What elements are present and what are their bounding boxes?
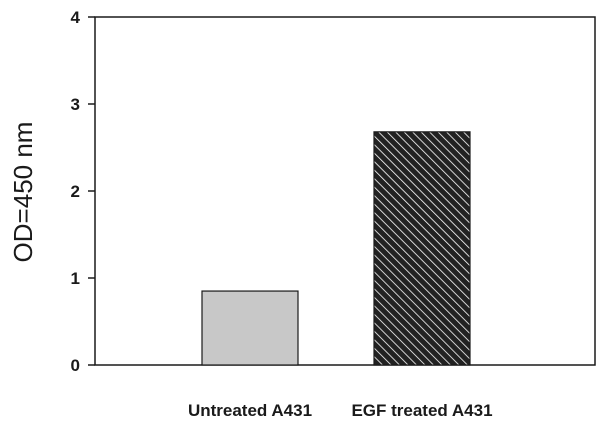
y-tick-label: 2 (71, 182, 80, 201)
bar (201, 290, 299, 366)
y-axis-title: OD=450 nm (8, 122, 38, 263)
x-category-label: Untreated A431 (188, 401, 312, 420)
y-tick-label: 0 (71, 356, 80, 375)
y-tick-label: 4 (71, 8, 81, 27)
y-tick-label: 3 (71, 95, 80, 114)
x-category-label: EGF treated A431 (351, 401, 492, 420)
plot-frame (94, 16, 596, 366)
y-tick-label: 1 (71, 269, 80, 288)
bar (373, 131, 471, 366)
